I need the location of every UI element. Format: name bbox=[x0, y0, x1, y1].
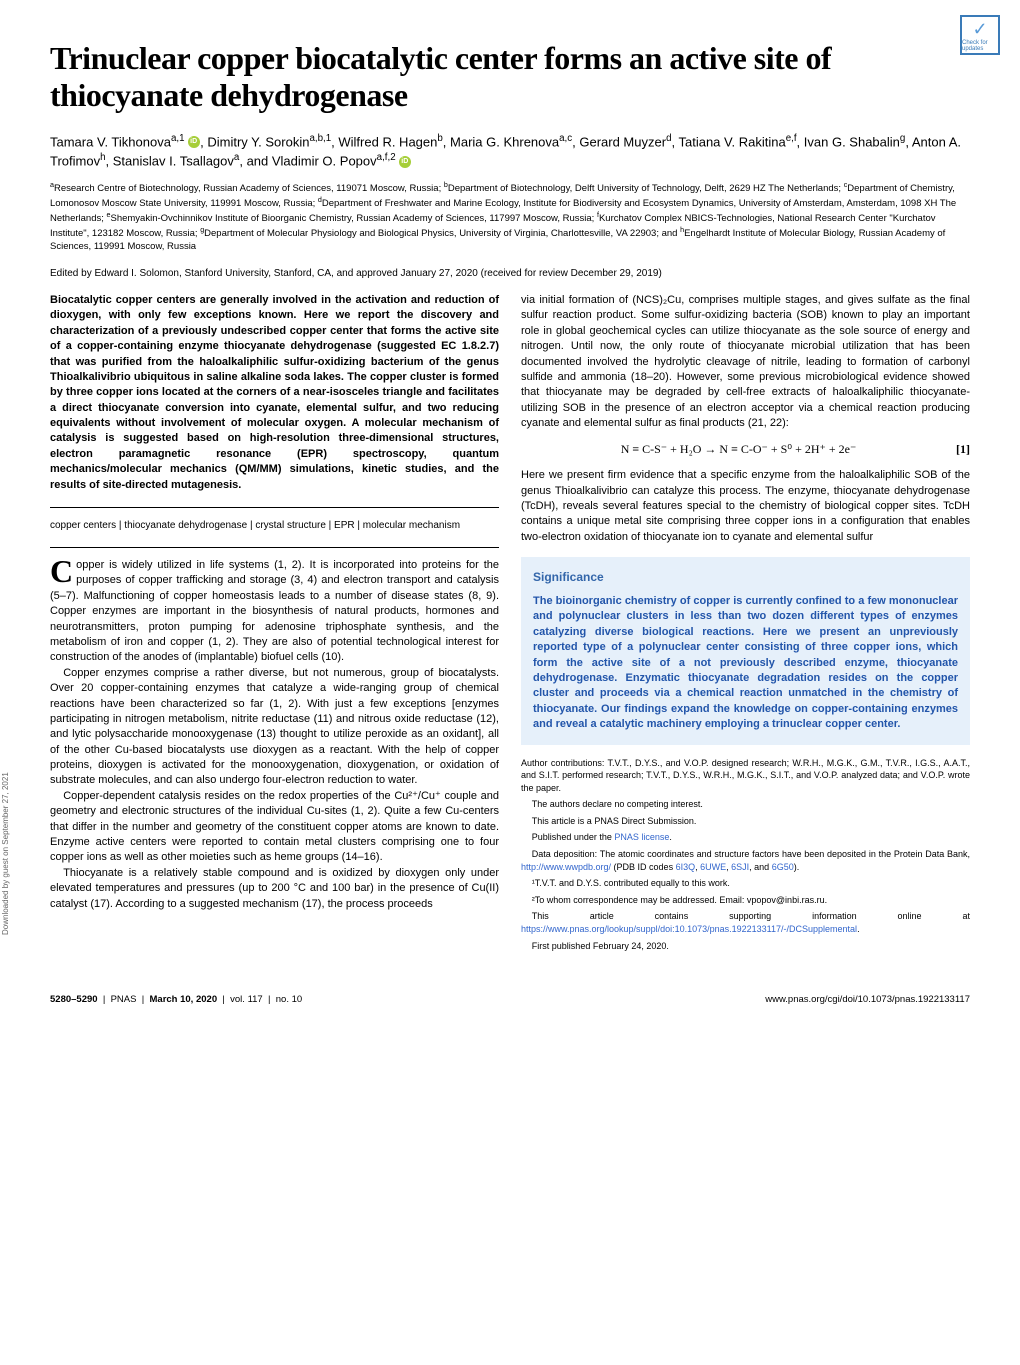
pdb-code-3[interactable]: 6SJI bbox=[731, 862, 749, 872]
issue-number: no. 10 bbox=[276, 994, 302, 1005]
page-range: 5280–5290 bbox=[50, 994, 98, 1005]
equation-1: N ≡ C-S⁻ + H₂O → N ≡ C-O⁻ + S⁰ + 2H⁺ + 2… bbox=[521, 441, 970, 458]
intro-para-2: Copper enzymes comprise a rather diverse… bbox=[50, 666, 499, 789]
doi-url: www.pnas.org/cgi/doi/10.1073/pnas.192213… bbox=[765, 994, 970, 1005]
issue-date: March 10, 2020 bbox=[150, 994, 218, 1005]
data-deposition: Data deposition: The atomic coordinates … bbox=[521, 848, 970, 873]
supporting-info: This article contains supporting informa… bbox=[521, 910, 970, 935]
significance-title: Significance bbox=[533, 569, 958, 586]
correspondence: ²To whom correspondence may be addressed… bbox=[521, 894, 970, 907]
check-updates-badge[interactable]: ✓ Check for updates bbox=[960, 15, 1000, 55]
pdb-code-2[interactable]: 6UWE bbox=[700, 862, 726, 872]
supplemental-link[interactable]: https://www.pnas.org/lookup/suppl/doi:10… bbox=[521, 924, 857, 934]
affiliations: aResearch Centre of Biotechnology, Russi… bbox=[50, 181, 970, 254]
competing-interest: The authors declare no competing interes… bbox=[521, 798, 970, 811]
direct-submission: This article is a PNAS Direct Submission… bbox=[521, 815, 970, 828]
journal-name: PNAS bbox=[111, 994, 137, 1005]
page-footer: 5280–5290 | PNAS | March 10, 2020 | vol.… bbox=[50, 986, 970, 1005]
right-para-1: via initial formation of (NCS)₂Cu, compr… bbox=[521, 293, 970, 432]
orcid-icon bbox=[188, 136, 200, 148]
intro-para-4: Thiocyanate is a relatively stable compo… bbox=[50, 866, 499, 912]
article-title: Trinuclear copper biocatalytic center fo… bbox=[50, 40, 970, 114]
orcid-icon bbox=[399, 156, 411, 168]
pdb-link[interactable]: http://www.wwpdb.org/ bbox=[521, 862, 611, 872]
authors-list: Tamara V. Tikhonovaa,1 , Dimitry Y. Soro… bbox=[50, 132, 970, 172]
pnas-license-link[interactable]: PNAS license bbox=[614, 832, 669, 842]
right-para-2: Here we present firm evidence that a spe… bbox=[521, 468, 970, 545]
pdb-code-1[interactable]: 6I3Q bbox=[676, 862, 696, 872]
check-icon: ✓ bbox=[972, 19, 987, 40]
pdb-code-4[interactable]: 6G50 bbox=[772, 862, 794, 872]
significance-text: The bioinorganic chemistry of copper is … bbox=[533, 594, 958, 733]
intro-para-3: Copper-dependent catalysis resides on th… bbox=[50, 789, 499, 866]
first-published: First published February 24, 2020. bbox=[521, 940, 970, 953]
abstract: Biocatalytic copper centers are generall… bbox=[50, 293, 499, 493]
intro-para-1: Copper is widely utilized in life system… bbox=[50, 558, 499, 666]
author-contributions: Author contributions: T.V.T., D.Y.S., an… bbox=[521, 757, 970, 795]
significance-box: Significance The bioinorganic chemistry … bbox=[521, 557, 970, 744]
edited-by: Edited by Edward I. Solomon, Stanford Un… bbox=[50, 268, 970, 279]
footnotes: Author contributions: T.V.T., D.Y.S., an… bbox=[521, 757, 970, 953]
download-watermark: Downloaded by guest on September 27, 202… bbox=[1, 772, 10, 935]
volume: vol. 117 bbox=[230, 994, 263, 1005]
equation-number: [1] bbox=[956, 441, 970, 458]
license: Published under the PNAS license. bbox=[521, 831, 970, 844]
left-column: Biocatalytic copper centers are generall… bbox=[50, 293, 499, 956]
equal-contribution: ¹T.V.T. and D.Y.S. contributed equally t… bbox=[521, 877, 970, 890]
right-column: via initial formation of (NCS)₂Cu, compr… bbox=[521, 293, 970, 956]
keywords: copper centers | thiocyanate dehydrogena… bbox=[50, 518, 499, 533]
badge-label: Check for updates bbox=[962, 40, 998, 52]
